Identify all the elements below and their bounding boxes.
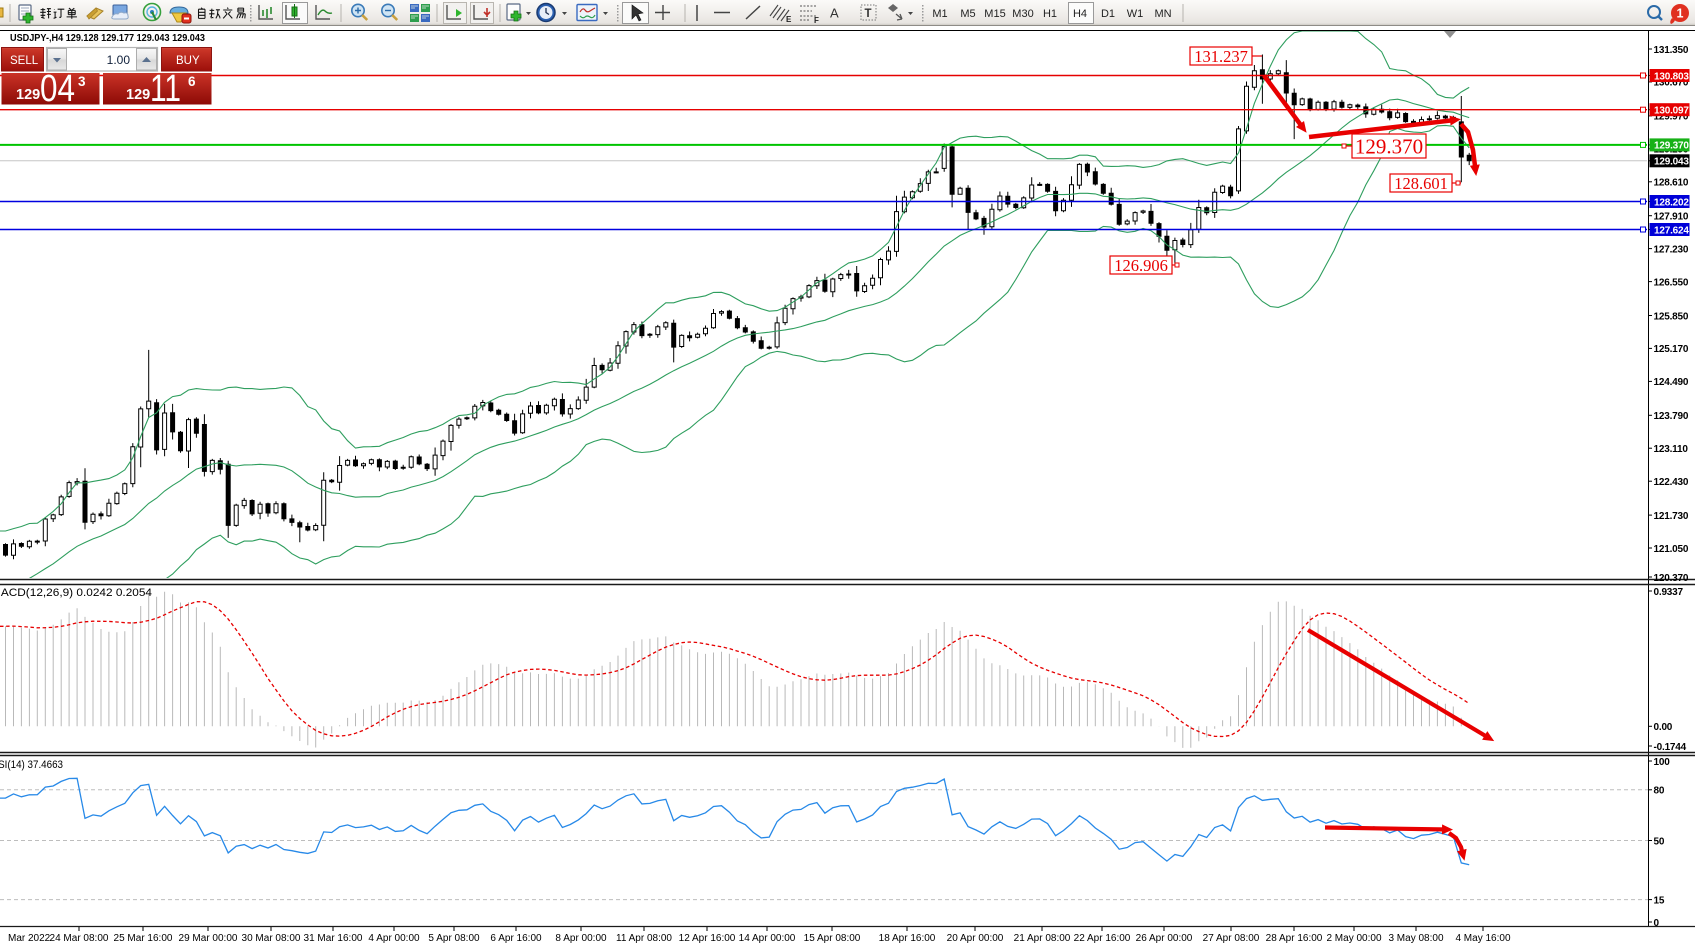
svg-text:125.170: 125.170	[1654, 344, 1689, 355]
svg-text:SELL: SELL	[10, 55, 39, 67]
svg-text:2 May 00:00: 2 May 00:00	[1326, 933, 1381, 944]
svg-text:120.370: 120.370	[1654, 573, 1689, 584]
svg-text:129.370: 129.370	[1355, 135, 1423, 159]
svg-text:26 Apr 00:00: 26 Apr 00:00	[1136, 933, 1193, 944]
svg-text:0.9337: 0.9337	[1654, 587, 1684, 598]
svg-text:80: 80	[1654, 786, 1665, 797]
svg-text:M15: M15	[984, 8, 1005, 20]
svg-text:D1: D1	[1101, 8, 1115, 20]
svg-text:W1: W1	[1127, 8, 1144, 20]
svg-text:4 May 16:00: 4 May 16:00	[1455, 933, 1510, 944]
svg-text:123.110: 123.110	[1654, 444, 1689, 455]
svg-text:-0.1744: -0.1744	[1654, 742, 1687, 753]
svg-text:28 Apr 16:00: 28 Apr 16:00	[1266, 933, 1323, 944]
svg-text:127.624: 127.624	[1654, 225, 1689, 236]
svg-text:128.601: 128.601	[1394, 174, 1448, 193]
svg-text:123.790: 123.790	[1654, 411, 1689, 422]
svg-text:6 Apr 16:00: 6 Apr 16:00	[490, 933, 542, 944]
svg-text:25 Mar 16:00: 25 Mar 16:00	[114, 933, 173, 944]
svg-text:1.00: 1.00	[107, 53, 131, 67]
svg-text:Mar 2022: Mar 2022	[8, 933, 51, 944]
svg-text:128.202: 128.202	[1654, 197, 1689, 208]
svg-text:15 Apr 08:00: 15 Apr 08:00	[804, 933, 861, 944]
svg-text:4 Apr 00:00: 4 Apr 00:00	[368, 933, 420, 944]
svg-text:126.550: 126.550	[1654, 277, 1689, 288]
svg-text:124.490: 124.490	[1654, 377, 1689, 388]
svg-text:131.237: 131.237	[1194, 47, 1248, 66]
svg-text:129.043: 129.043	[1654, 157, 1689, 168]
svg-text:04: 04	[40, 68, 75, 110]
svg-text:F: F	[814, 16, 819, 25]
svg-text:M1: M1	[932, 8, 947, 20]
svg-text:129.370: 129.370	[1654, 141, 1689, 152]
svg-text:50: 50	[1654, 836, 1665, 847]
svg-text:H4: H4	[1073, 8, 1087, 20]
svg-text:E: E	[786, 15, 792, 24]
svg-text:130.803: 130.803	[1654, 71, 1689, 82]
svg-text:M30: M30	[1012, 8, 1033, 20]
svg-text:121.050: 121.050	[1654, 544, 1689, 555]
svg-text:6: 6	[188, 74, 196, 89]
svg-text:30 Mar 08:00: 30 Mar 08:00	[242, 933, 301, 944]
svg-text:20 Apr 00:00: 20 Apr 00:00	[947, 933, 1004, 944]
svg-text:A: A	[830, 6, 839, 21]
svg-text:USDJPY-,H4 129.128 129.177 12: USDJPY-,H4 129.128 129.177 129.043 129.0…	[10, 33, 205, 44]
svg-text:129.970: 129.970	[1654, 112, 1689, 123]
svg-text:BUY: BUY	[176, 55, 200, 67]
svg-text:121.730: 121.730	[1654, 511, 1689, 522]
svg-text:24 Mar 08:00: 24 Mar 08:00	[50, 933, 109, 944]
svg-text:11 Apr 08:00: 11 Apr 08:00	[616, 933, 672, 944]
svg-text:8 Apr 00:00: 8 Apr 00:00	[555, 933, 607, 944]
svg-text:127.910: 127.910	[1654, 212, 1689, 223]
svg-text:11: 11	[150, 68, 181, 110]
svg-text:14 Apr 00:00: 14 Apr 00:00	[739, 933, 796, 944]
svg-text:125.850: 125.850	[1654, 311, 1689, 322]
svg-text:0.00: 0.00	[1654, 722, 1673, 733]
svg-text:22 Apr 16:00: 22 Apr 16:00	[1074, 933, 1131, 944]
svg-text:18 Apr 16:00: 18 Apr 16:00	[879, 933, 936, 944]
svg-text:T: T	[865, 8, 872, 20]
svg-text:27 Apr 08:00: 27 Apr 08:00	[1203, 933, 1260, 944]
svg-text:130.670: 130.670	[1654, 78, 1689, 89]
svg-text:M5: M5	[960, 8, 975, 20]
svg-text:12 Apr 16:00: 12 Apr 16:00	[679, 933, 736, 944]
svg-text:29 Mar 00:00: 29 Mar 00:00	[179, 933, 238, 944]
svg-text:130.097: 130.097	[1654, 106, 1689, 117]
svg-text:3: 3	[78, 74, 86, 89]
svg-text:127.230: 127.230	[1654, 244, 1689, 255]
svg-text:129: 129	[16, 87, 40, 103]
svg-text:31 Mar 16:00: 31 Mar 16:00	[304, 933, 363, 944]
svg-text:126.906: 126.906	[1114, 256, 1168, 275]
svg-text:3 May 08:00: 3 May 08:00	[1388, 933, 1443, 944]
svg-text:MN: MN	[1154, 8, 1171, 20]
svg-text:RSI(14) 37.4663: RSI(14) 37.4663	[0, 759, 63, 771]
svg-text:128.610: 128.610	[1654, 178, 1689, 189]
svg-text:129: 129	[126, 87, 150, 103]
svg-text:H1: H1	[1043, 8, 1057, 20]
svg-text:122.430: 122.430	[1654, 477, 1689, 488]
svg-text:0: 0	[1654, 918, 1660, 929]
svg-text:1: 1	[1677, 7, 1684, 21]
svg-text:131.350: 131.350	[1654, 45, 1689, 56]
svg-text:21 Apr 08:00: 21 Apr 08:00	[1014, 933, 1071, 944]
svg-text:MACD(12,26,9) 0.0242 0.2054: MACD(12,26,9) 0.0242 0.2054	[0, 587, 152, 599]
svg-text:15: 15	[1654, 895, 1665, 906]
svg-text:5 Apr 08:00: 5 Apr 08:00	[428, 933, 480, 944]
svg-text:100: 100	[1654, 757, 1671, 768]
